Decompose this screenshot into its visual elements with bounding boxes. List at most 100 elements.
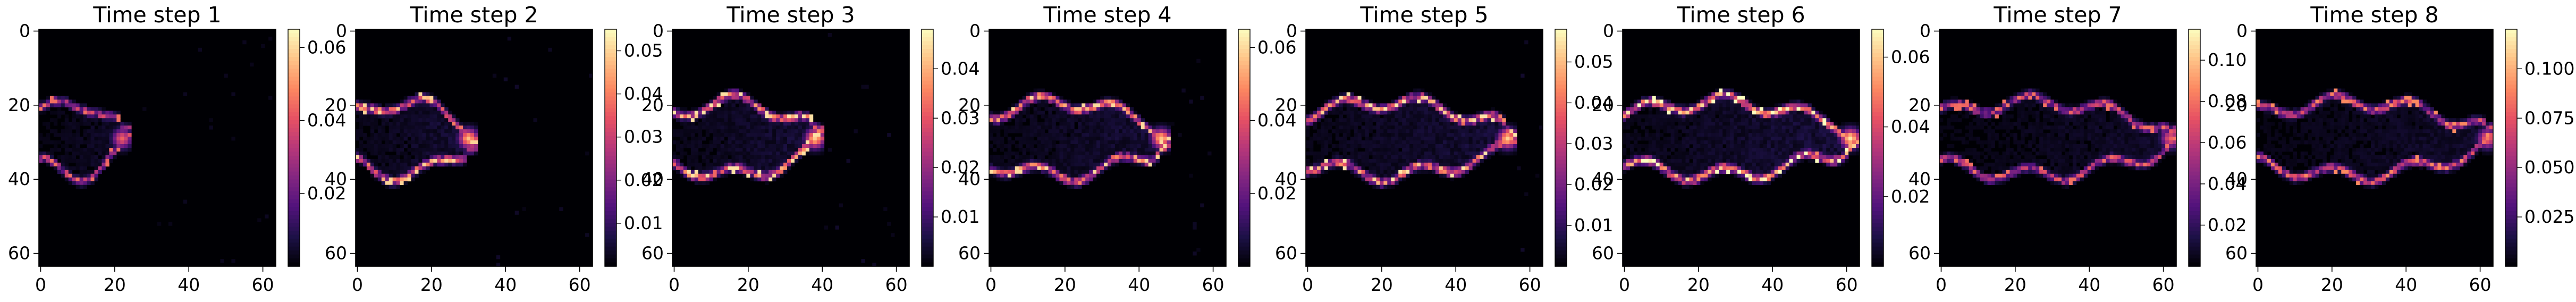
heatmap-cell (1649, 103, 1652, 107)
heatmap-cell (1380, 125, 1383, 129)
heatmap-cell (116, 137, 120, 140)
heatmap-cell (735, 148, 739, 152)
heatmap-cell (732, 111, 736, 114)
heatmap-cell (1321, 166, 1324, 170)
heatmap-cell (1722, 96, 1726, 99)
heatmap-cell (1313, 133, 1317, 137)
heatmap-cell (470, 122, 474, 125)
heatmap-cell (1078, 155, 1082, 159)
heatmap-cell (735, 99, 739, 103)
heatmap-cell (393, 111, 396, 114)
heatmap-cell (783, 111, 787, 114)
heatmap-cell (1196, 59, 1200, 63)
heatmap-cell (1852, 140, 1856, 144)
heatmap-cell (1649, 114, 1652, 118)
heatmap-cell (470, 152, 474, 155)
heatmap-cell (452, 163, 455, 166)
heatmap-cell (1487, 118, 1491, 122)
heatmap-cell (1715, 89, 1719, 93)
heatmap-cell (1055, 103, 1059, 107)
heatmap-cell (359, 129, 363, 133)
heatmap-cell (422, 133, 426, 137)
heatmap-cell (378, 133, 382, 137)
heatmap-cell (1004, 174, 1008, 178)
heatmap-cell (1011, 111, 1015, 114)
heatmap-cell (1019, 114, 1023, 118)
heatmap-cell (1719, 148, 1722, 152)
heatmap-cell (1395, 166, 1398, 170)
heatmap-cell (672, 129, 676, 133)
heatmap-cell (1115, 122, 1119, 125)
heatmap-cell (695, 148, 698, 152)
heatmap-cell (1350, 103, 1354, 107)
heatmap-cell (1023, 170, 1026, 174)
heatmap-cell (433, 159, 437, 163)
heatmap-cell (1428, 166, 1432, 170)
heatmap-cell (1815, 118, 1819, 122)
colorbar-segment (1555, 156, 1567, 160)
heatmap-cell (1667, 122, 1671, 125)
heatmap-cell (415, 103, 419, 107)
heatmap-cell (1126, 155, 1130, 159)
heatmap-cell (452, 159, 455, 163)
heatmap-cell (1793, 103, 1797, 107)
heatmap-cell (422, 166, 426, 170)
heatmap-cell (1148, 137, 1152, 140)
heatmap-cell (1409, 148, 1413, 152)
heatmap-cell (1767, 125, 1771, 129)
heatmap-cell (1093, 166, 1096, 170)
heatmap-cell (1030, 125, 1034, 129)
heatmap-cell (1130, 137, 1134, 140)
heatmap-cell (426, 163, 429, 166)
heatmap-cell (1630, 152, 1634, 155)
heatmap-cell (43, 111, 46, 114)
heatmap-cell (1626, 118, 1630, 122)
heatmap-cell (1134, 111, 1137, 114)
heatmap-cell (1693, 122, 1696, 125)
heatmap-cell (735, 111, 739, 114)
colorbar-segment (605, 211, 616, 215)
heatmap-cell (1623, 137, 1626, 140)
heatmap-cell (1428, 159, 1432, 163)
heatmap-cell (1671, 137, 1675, 140)
heatmap-cell (676, 140, 680, 144)
heatmap-cell (728, 166, 732, 170)
heatmap-cell (721, 159, 724, 163)
heatmap-cell (672, 166, 676, 170)
heatmap-cell (1741, 103, 1745, 107)
colorbar-segment (922, 164, 933, 168)
heatmap-cell (1443, 166, 1447, 170)
heatmap-cell (1447, 163, 1450, 166)
heatmap-cell (776, 163, 780, 166)
heatmap-cell (1104, 152, 1108, 155)
heatmap-cell (1000, 125, 1004, 129)
heatmap-cell (993, 148, 996, 152)
heatmap-cell (120, 133, 124, 137)
colorbar-segment (288, 255, 300, 259)
heatmap-cell (1398, 137, 1402, 140)
heatmap-cell (1122, 111, 1126, 114)
heatmap-cell (1715, 92, 1719, 96)
heatmap-cell (1435, 137, 1439, 140)
heatmap-cell (1413, 89, 1417, 93)
heatmap-cell (1324, 122, 1328, 125)
heatmap-cell (1700, 137, 1704, 140)
heatmap-cell (408, 163, 411, 166)
heatmap-cell (1509, 140, 1513, 144)
heatmap-cell (1421, 129, 1424, 133)
heatmap-cell (1704, 155, 1708, 159)
heatmap-cell (795, 114, 798, 118)
heatmap-cell (695, 163, 698, 166)
heatmap-cell (400, 103, 404, 107)
heatmap-cell (1513, 144, 1517, 148)
heatmap-cell (728, 129, 732, 133)
heatmap-cell (1689, 140, 1693, 144)
heatmap-cell (1034, 133, 1037, 137)
colorbar-segment (1238, 100, 1250, 105)
heatmap-cell (268, 37, 272, 40)
heatmap-cell (1391, 174, 1395, 178)
heatmap-cell (1376, 137, 1380, 140)
heatmap-cell (772, 159, 776, 163)
heatmap-cell (989, 155, 993, 159)
heatmap-cell (385, 159, 389, 163)
